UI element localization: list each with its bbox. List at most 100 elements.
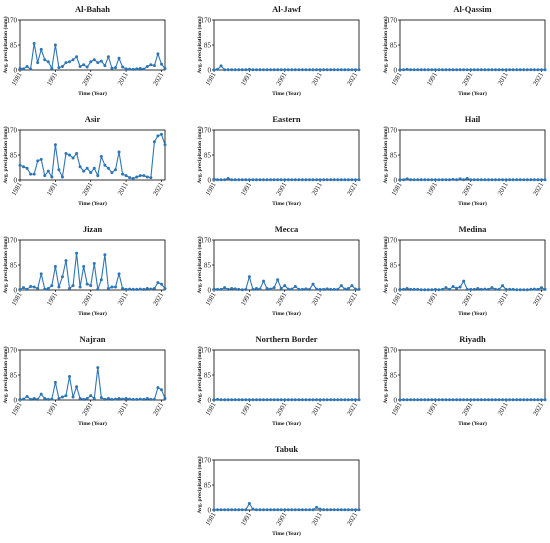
data-point	[455, 398, 459, 402]
data-point	[444, 398, 448, 402]
data-point	[476, 398, 480, 402]
data-point	[247, 178, 251, 182]
data-point	[353, 68, 357, 72]
data-point	[416, 287, 420, 291]
data-point	[476, 287, 480, 291]
data-point	[276, 278, 280, 282]
data-point	[258, 178, 262, 182]
data-point	[25, 166, 29, 170]
data-point	[145, 175, 149, 179]
data-point	[113, 168, 117, 172]
data-point	[85, 65, 89, 69]
data-point	[279, 398, 283, 402]
data-point	[25, 287, 29, 291]
panel-al-jawf: Al-Jawf 0 85 170 1981 1991 2001 2011 2021 Time (Y…	[196, 4, 361, 97]
data-point	[156, 134, 160, 138]
y-tick-label: 170	[387, 16, 398, 24]
y-tick-label: 85	[390, 371, 398, 379]
data-point	[515, 398, 519, 402]
data-point	[121, 172, 125, 176]
data-point	[532, 287, 536, 291]
data-point	[322, 508, 326, 512]
data-point	[430, 398, 434, 402]
data-point	[128, 397, 132, 401]
y-tick-label: 170	[201, 346, 212, 354]
series-line	[19, 253, 166, 291]
data-point	[398, 68, 402, 72]
data-point	[244, 178, 248, 182]
data-point	[543, 398, 547, 402]
data-point	[113, 397, 117, 401]
data-point	[508, 287, 512, 291]
x-tick-label: 2021	[531, 181, 545, 198]
data-point	[318, 287, 322, 291]
data-point	[92, 166, 96, 170]
data-point	[237, 68, 241, 72]
data-point	[339, 178, 343, 182]
data-point	[346, 398, 350, 402]
data-point	[444, 178, 448, 182]
data-point	[138, 397, 142, 401]
data-point	[60, 175, 64, 179]
data-point	[286, 178, 290, 182]
data-point	[525, 398, 529, 402]
data-point	[276, 178, 280, 182]
data-point	[518, 68, 522, 72]
x-tick-label: 1991	[425, 291, 439, 308]
data-point	[223, 508, 227, 512]
data-point	[138, 174, 142, 178]
data-point	[455, 178, 459, 182]
data-point	[472, 68, 476, 72]
data-point	[159, 132, 163, 136]
data-point	[262, 178, 266, 182]
data-point	[226, 508, 230, 512]
data-point	[135, 397, 139, 401]
x-tick-label: 2011	[496, 401, 510, 417]
data-point	[46, 169, 50, 173]
data-point	[286, 287, 290, 291]
data-point	[131, 397, 135, 401]
x-axis-label: Time (Year)	[272, 90, 301, 97]
data-point	[99, 396, 103, 400]
x-tick-label: 1981	[10, 401, 24, 418]
data-point	[46, 397, 50, 401]
data-point	[113, 66, 117, 70]
data-point	[511, 68, 515, 72]
data-point	[426, 178, 430, 182]
data-point	[497, 398, 501, 402]
x-tick-label: 2021	[345, 291, 359, 308]
data-point	[409, 68, 413, 72]
x-tick-label: 1981	[390, 71, 404, 88]
data-point	[458, 177, 462, 181]
data-point	[529, 287, 533, 291]
data-point	[240, 508, 244, 512]
data-point	[262, 279, 266, 283]
x-tick-label: 2021	[151, 401, 165, 418]
data-point	[350, 398, 354, 402]
data-point	[233, 398, 237, 402]
data-point	[43, 174, 47, 178]
data-point	[430, 178, 434, 182]
data-point	[240, 178, 244, 182]
data-point	[300, 398, 304, 402]
data-point	[64, 152, 68, 156]
x-tick-label: 2011	[310, 291, 324, 307]
data-point	[29, 397, 33, 401]
data-point	[39, 47, 43, 51]
x-axis-label: Time (Year)	[272, 530, 301, 537]
data-point	[85, 397, 89, 401]
plot-frame	[213, 239, 360, 291]
data-point	[96, 61, 100, 65]
data-point	[258, 398, 262, 402]
data-point	[398, 287, 402, 291]
panel-asir: Asir 0 85 170 1981 1991 2001 2011 2021 Time (Year…	[2, 114, 167, 207]
panel-northern-border: Northern Border 0 85 170 1981 1991 2001 2011 202…	[196, 334, 361, 427]
x-axis-label: Time (Year)	[78, 420, 107, 427]
data-point	[89, 284, 93, 288]
data-point	[483, 287, 487, 291]
data-point	[212, 287, 216, 291]
y-tick-label: 170	[201, 456, 212, 464]
x-tick-label: 2001	[461, 291, 475, 308]
data-point	[135, 67, 139, 71]
